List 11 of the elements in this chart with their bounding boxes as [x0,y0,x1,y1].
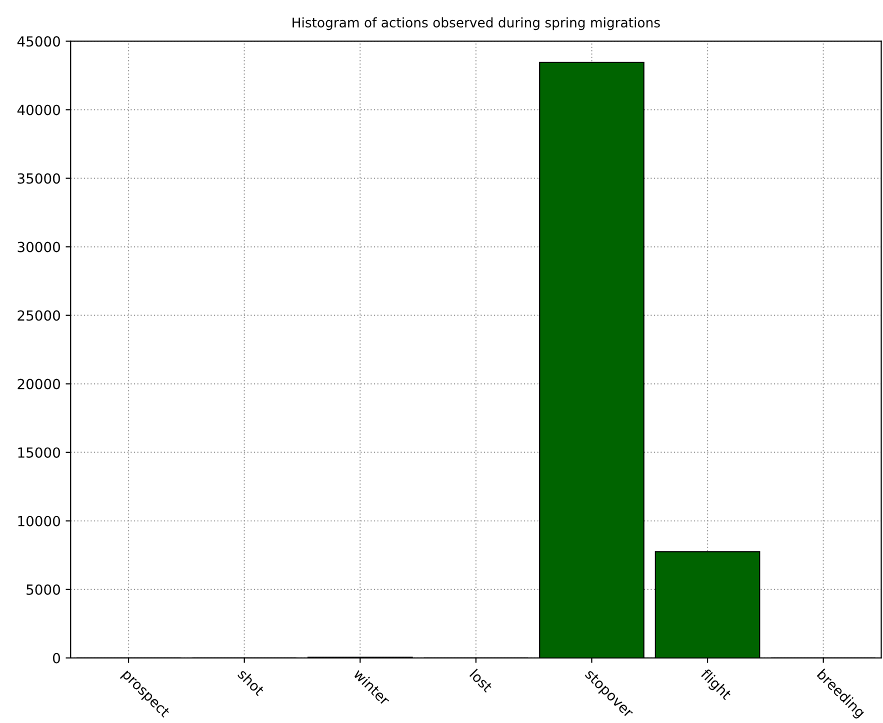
y-tick-label: 35000 [18,173,60,184]
y-tick-label: 40000 [17,104,60,116]
y-tick-label: 45000 [17,36,60,47]
y-tick-label: 10000 [18,516,60,526]
y-tick-label: 20000 [18,378,60,390]
y-tick-label: 25000 [18,310,60,321]
y-tick-label: 30000 [18,242,60,252]
chart-title: Histogram of actions observed during spring migrations [292,17,660,30]
y-tick-label: 0 [52,652,60,664]
y-tick-label: 5000 [26,584,60,595]
y-tick-label: 15000 [18,447,60,458]
